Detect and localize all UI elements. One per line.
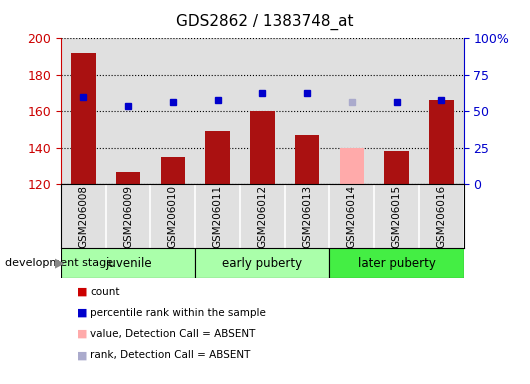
Bar bbox=[340, 148, 364, 184]
Text: later puberty: later puberty bbox=[358, 257, 436, 270]
Text: count: count bbox=[90, 287, 120, 297]
Text: GSM206011: GSM206011 bbox=[213, 184, 223, 248]
Text: percentile rank within the sample: percentile rank within the sample bbox=[90, 308, 266, 318]
Text: early puberty: early puberty bbox=[222, 257, 303, 270]
Text: GSM206013: GSM206013 bbox=[302, 184, 312, 248]
Text: ▶: ▶ bbox=[55, 257, 64, 270]
Text: GSM206016: GSM206016 bbox=[436, 184, 446, 248]
Bar bbox=[205, 131, 230, 184]
Text: GSM206015: GSM206015 bbox=[392, 184, 402, 248]
Bar bbox=[71, 53, 95, 184]
Text: development stage: development stage bbox=[5, 258, 113, 268]
Bar bbox=[116, 172, 140, 184]
FancyBboxPatch shape bbox=[330, 248, 464, 278]
Bar bbox=[161, 157, 185, 184]
Bar bbox=[250, 111, 275, 184]
Text: ■: ■ bbox=[77, 329, 87, 339]
Text: GDS2862 / 1383748_at: GDS2862 / 1383748_at bbox=[176, 13, 354, 30]
Bar bbox=[384, 152, 409, 184]
FancyBboxPatch shape bbox=[195, 248, 330, 278]
Text: GSM206008: GSM206008 bbox=[78, 184, 89, 248]
Bar bbox=[295, 135, 320, 184]
Text: ■: ■ bbox=[77, 287, 87, 297]
Text: GSM206012: GSM206012 bbox=[258, 184, 267, 248]
Text: value, Detection Call = ABSENT: value, Detection Call = ABSENT bbox=[90, 329, 255, 339]
FancyBboxPatch shape bbox=[61, 248, 195, 278]
Text: ■: ■ bbox=[77, 308, 87, 318]
Text: ■: ■ bbox=[77, 350, 87, 360]
Text: GSM206014: GSM206014 bbox=[347, 184, 357, 248]
Bar bbox=[429, 101, 454, 184]
Text: rank, Detection Call = ABSENT: rank, Detection Call = ABSENT bbox=[90, 350, 251, 360]
Text: juvenile: juvenile bbox=[105, 257, 152, 270]
Text: GSM206010: GSM206010 bbox=[168, 184, 178, 248]
Text: GSM206009: GSM206009 bbox=[123, 184, 133, 248]
